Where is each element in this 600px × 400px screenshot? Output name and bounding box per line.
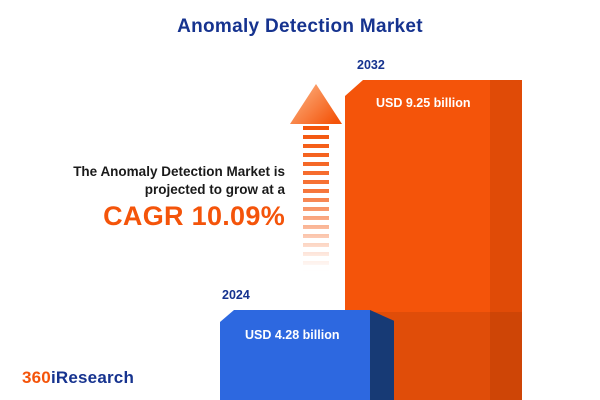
arrow-head-icon <box>290 84 342 124</box>
description-line-1: The Anomaly Detection Market is <box>73 164 285 179</box>
growth-arrow-icon <box>290 84 342 274</box>
arrow-dashed-shaft <box>303 126 329 271</box>
bar-value-2024: USD 4.28 billion <box>245 328 340 342</box>
market-description: The Anomaly Detection Market is projecte… <box>73 163 285 231</box>
page-title: Anomaly Detection Market <box>177 16 423 37</box>
cagr-value: CAGR 10.09% <box>103 201 285 231</box>
bar-label-2024: 2024 <box>222 288 250 302</box>
logo-part-iresearch: iResearch <box>50 368 135 387</box>
bar-2032-side-face <box>490 80 522 400</box>
bar-value-2032: USD 9.25 billion <box>376 96 471 110</box>
bar-2024 <box>220 310 370 400</box>
logo-part-360: 360 <box>22 368 51 387</box>
brand-logo: 360iResearch <box>22 368 134 388</box>
bar-2024-side-face <box>370 310 394 400</box>
bar-label-2032: 2032 <box>357 58 385 72</box>
description-line-2: projected to grow at a <box>144 182 285 197</box>
